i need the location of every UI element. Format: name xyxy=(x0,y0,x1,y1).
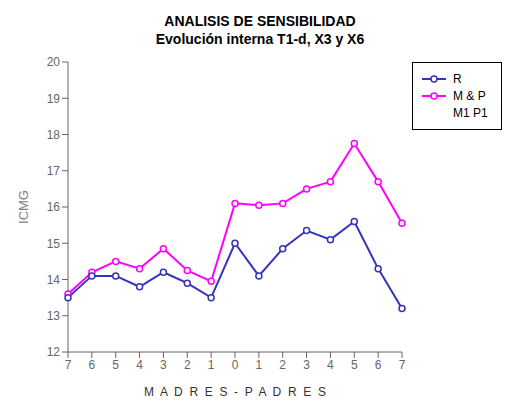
svg-text:2: 2 xyxy=(184,358,191,372)
svg-text:15: 15 xyxy=(47,237,61,251)
svg-text:6: 6 xyxy=(375,358,382,372)
svg-text:19: 19 xyxy=(47,92,61,106)
svg-text:1: 1 xyxy=(256,358,263,372)
svg-text:5: 5 xyxy=(351,358,358,372)
html-text:M1 P1: M1 P1 xyxy=(453,106,488,120)
svg-text:ICMG: ICMG xyxy=(16,190,31,224)
html-text:ANALISIS DE SENSIBILIDAD: ANALISIS DE SENSIBILIDAD xyxy=(164,13,356,29)
svg-text:4: 4 xyxy=(327,358,334,372)
svg-text:0: 0 xyxy=(232,358,239,372)
svg-text:5: 5 xyxy=(112,358,119,372)
svg-text:4: 4 xyxy=(136,358,143,372)
svg-text:7: 7 xyxy=(399,358,406,372)
svg-text:14: 14 xyxy=(47,273,61,287)
svg-text:3: 3 xyxy=(303,358,310,372)
svg-text:M A D R E S - P A D: M A D R E S - P A D R E S xyxy=(144,385,326,399)
html-text:R: R xyxy=(453,72,462,86)
svg-text:7: 7 xyxy=(65,358,72,372)
svg-text:17: 17 xyxy=(47,164,61,178)
html-text:M & P: M & P xyxy=(453,89,486,103)
svg-text:18: 18 xyxy=(47,128,61,142)
svg-text:6: 6 xyxy=(89,358,96,372)
svg-text:1: 1 xyxy=(208,358,215,372)
svg-text:16: 16 xyxy=(47,200,61,214)
html-text:Evolución interna T1-d, X3 y X: Evolución interna T1-d, X3 y X6 xyxy=(155,31,365,47)
svg-text:3: 3 xyxy=(160,358,167,372)
svg-text:2: 2 xyxy=(279,358,286,372)
svg-text:13: 13 xyxy=(47,309,61,323)
svg-text:20: 20 xyxy=(47,55,61,69)
svg-text:12: 12 xyxy=(47,345,61,359)
